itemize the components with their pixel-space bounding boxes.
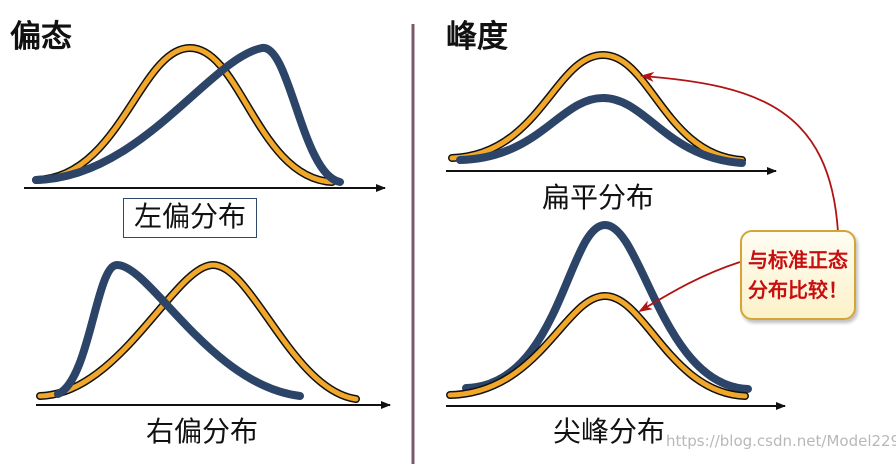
kurtosis-title: 峰度 xyxy=(446,19,508,55)
flat-kurtosis-plot xyxy=(446,50,777,175)
skewness-title: 偏态 xyxy=(10,19,72,55)
peaked-caption: 尖峰分布 xyxy=(553,415,666,448)
right-skew-caption: 右偏分布 xyxy=(146,415,259,448)
right-skewed-curve xyxy=(54,260,304,400)
right-skew-plot xyxy=(36,260,391,409)
left-skew-caption: 左偏分布 xyxy=(123,198,258,238)
left-skew-plot xyxy=(24,43,386,192)
flat-curve xyxy=(456,93,746,167)
peaked-kurtosis-plot xyxy=(446,220,786,410)
callout-line-2: 分布比较！ xyxy=(748,278,848,302)
peaked-curve xyxy=(462,220,752,393)
callout-arrow-top xyxy=(640,71,839,233)
left-skewed-curve xyxy=(32,44,344,186)
callout-arrow-bottom xyxy=(638,261,741,313)
comparison-callout: 与标准正态 分布比较！ xyxy=(740,230,856,320)
watermark: https://blog.csdn.net/Model229 xyxy=(666,432,896,450)
flat-caption: 扁平分布 xyxy=(542,181,655,214)
callout-line-1: 与标准正态 xyxy=(748,248,848,272)
